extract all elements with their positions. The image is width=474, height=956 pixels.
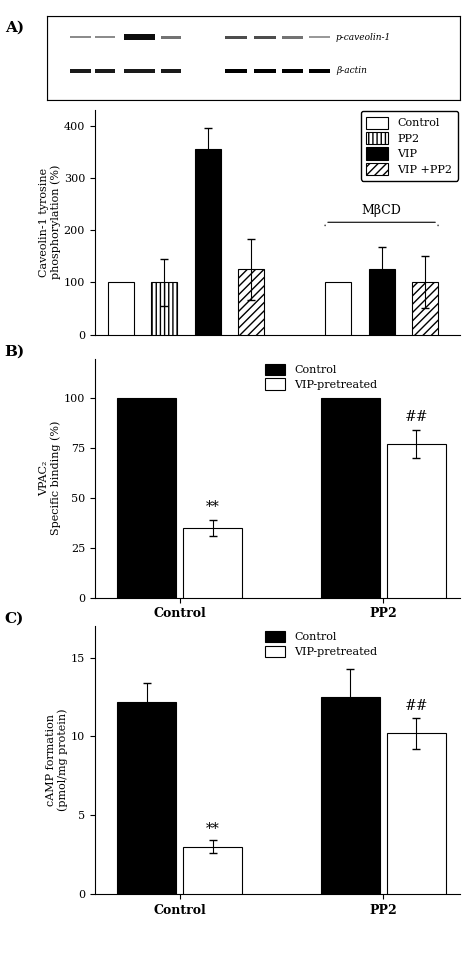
Bar xyxy=(225,35,247,39)
Bar xyxy=(309,36,330,38)
Bar xyxy=(124,34,155,40)
Bar xyxy=(124,69,155,73)
Bar xyxy=(238,270,264,335)
Legend: Control, VIP-pretreated: Control, VIP-pretreated xyxy=(261,359,382,395)
Bar xyxy=(161,69,182,73)
Bar xyxy=(151,282,177,335)
Bar xyxy=(283,69,303,74)
Bar xyxy=(183,847,243,894)
Bar xyxy=(254,35,276,39)
Bar xyxy=(117,399,176,598)
Legend: Control, VIP-pretreated: Control, VIP-pretreated xyxy=(261,626,382,662)
Text: **: ** xyxy=(206,821,219,836)
Text: B): B) xyxy=(5,344,25,358)
Bar xyxy=(70,69,91,73)
Bar xyxy=(283,36,303,38)
Bar xyxy=(195,149,221,335)
Text: **: ** xyxy=(206,500,219,514)
Bar xyxy=(320,697,380,894)
Bar xyxy=(95,36,116,38)
Bar xyxy=(183,528,243,598)
Text: C): C) xyxy=(5,612,24,626)
Text: p-caveolin-1: p-caveolin-1 xyxy=(336,33,392,42)
Bar xyxy=(412,282,438,335)
Text: ##: ## xyxy=(405,699,428,713)
Y-axis label: Caveolin-1 tyrosine
phosphorylation (%): Caveolin-1 tyrosine phosphorylation (%) xyxy=(39,165,61,279)
Bar xyxy=(225,69,247,74)
Y-axis label: cAMP formation
(pmol/mg protein): cAMP formation (pmol/mg protein) xyxy=(46,708,68,812)
Text: β-actin: β-actin xyxy=(336,66,367,76)
Bar xyxy=(387,445,446,598)
Bar xyxy=(320,399,380,598)
Bar xyxy=(117,702,176,894)
Bar xyxy=(70,36,91,38)
Bar xyxy=(254,69,276,74)
Legend: Control, PP2, VIP, VIP +PP2: Control, PP2, VIP, VIP +PP2 xyxy=(361,111,458,181)
Y-axis label: VPAC₂
Specific binding (%): VPAC₂ Specific binding (%) xyxy=(39,421,61,535)
Bar xyxy=(368,270,394,335)
Bar xyxy=(387,733,446,894)
Text: ##: ## xyxy=(405,410,428,424)
Bar xyxy=(95,69,116,73)
Text: MβCD: MβCD xyxy=(362,204,401,217)
Text: A): A) xyxy=(5,21,24,35)
Bar xyxy=(325,282,351,335)
Bar xyxy=(309,69,330,74)
Bar xyxy=(161,35,182,39)
Bar xyxy=(108,282,134,335)
